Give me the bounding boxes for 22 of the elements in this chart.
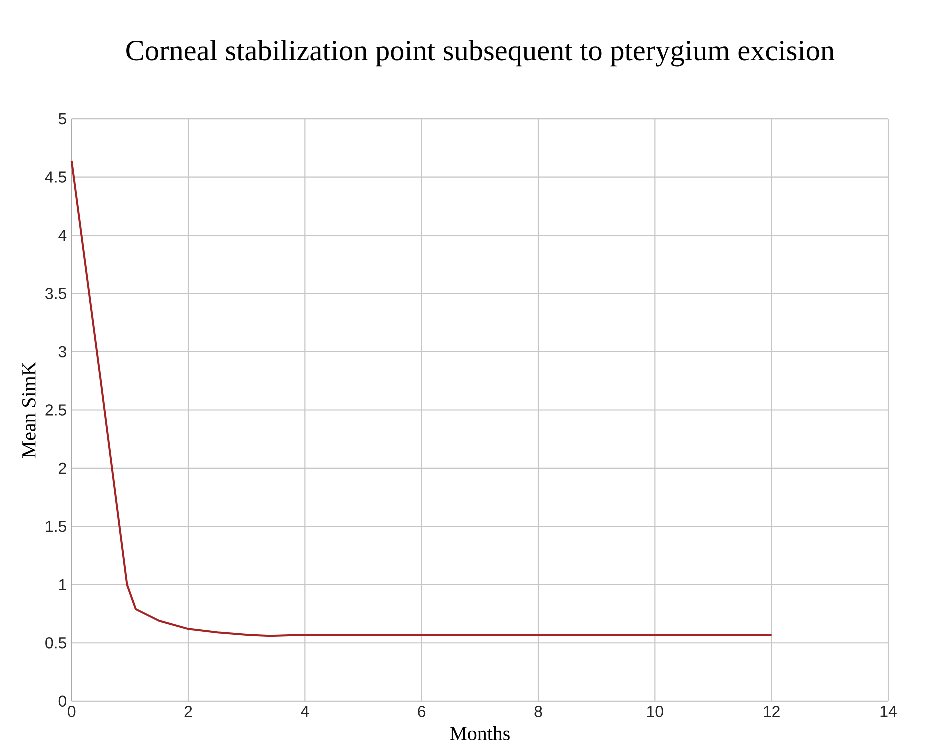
y-tick-label: 0	[58, 696, 67, 708]
y-axis-title: Mean SimK	[22, 362, 36, 458]
y-tick-label: 2	[59, 463, 66, 474]
x-tick-label: 14	[880, 706, 897, 718]
x-tick-label: 4	[301, 706, 310, 718]
x-tick-label: 0	[68, 706, 76, 718]
y-tick-label: 1.5	[46, 521, 66, 532]
x-tick-label: 2	[184, 706, 192, 718]
x-axis-title: Months	[450, 726, 510, 741]
x-tick-label: 10	[648, 706, 664, 718]
y-tick-label: 4	[58, 230, 67, 242]
y-tick-label: 1	[59, 580, 66, 591]
y-tick-label: 5	[58, 114, 66, 125]
y-tick-label: 3.5	[46, 288, 66, 300]
y-tick-label: 0.5	[46, 638, 66, 649]
x-tick-label: 6	[418, 706, 426, 718]
chart-title: Corneal stabilization point subsequent to pterygium excision	[126, 40, 835, 67]
x-tick-label: 12	[764, 706, 780, 718]
y-tick-label: 3	[58, 346, 66, 358]
x-tick-label: 8	[534, 706, 542, 718]
y-tick-label: 4.5	[45, 172, 66, 184]
y-tick-label: 2.5	[46, 404, 66, 416]
